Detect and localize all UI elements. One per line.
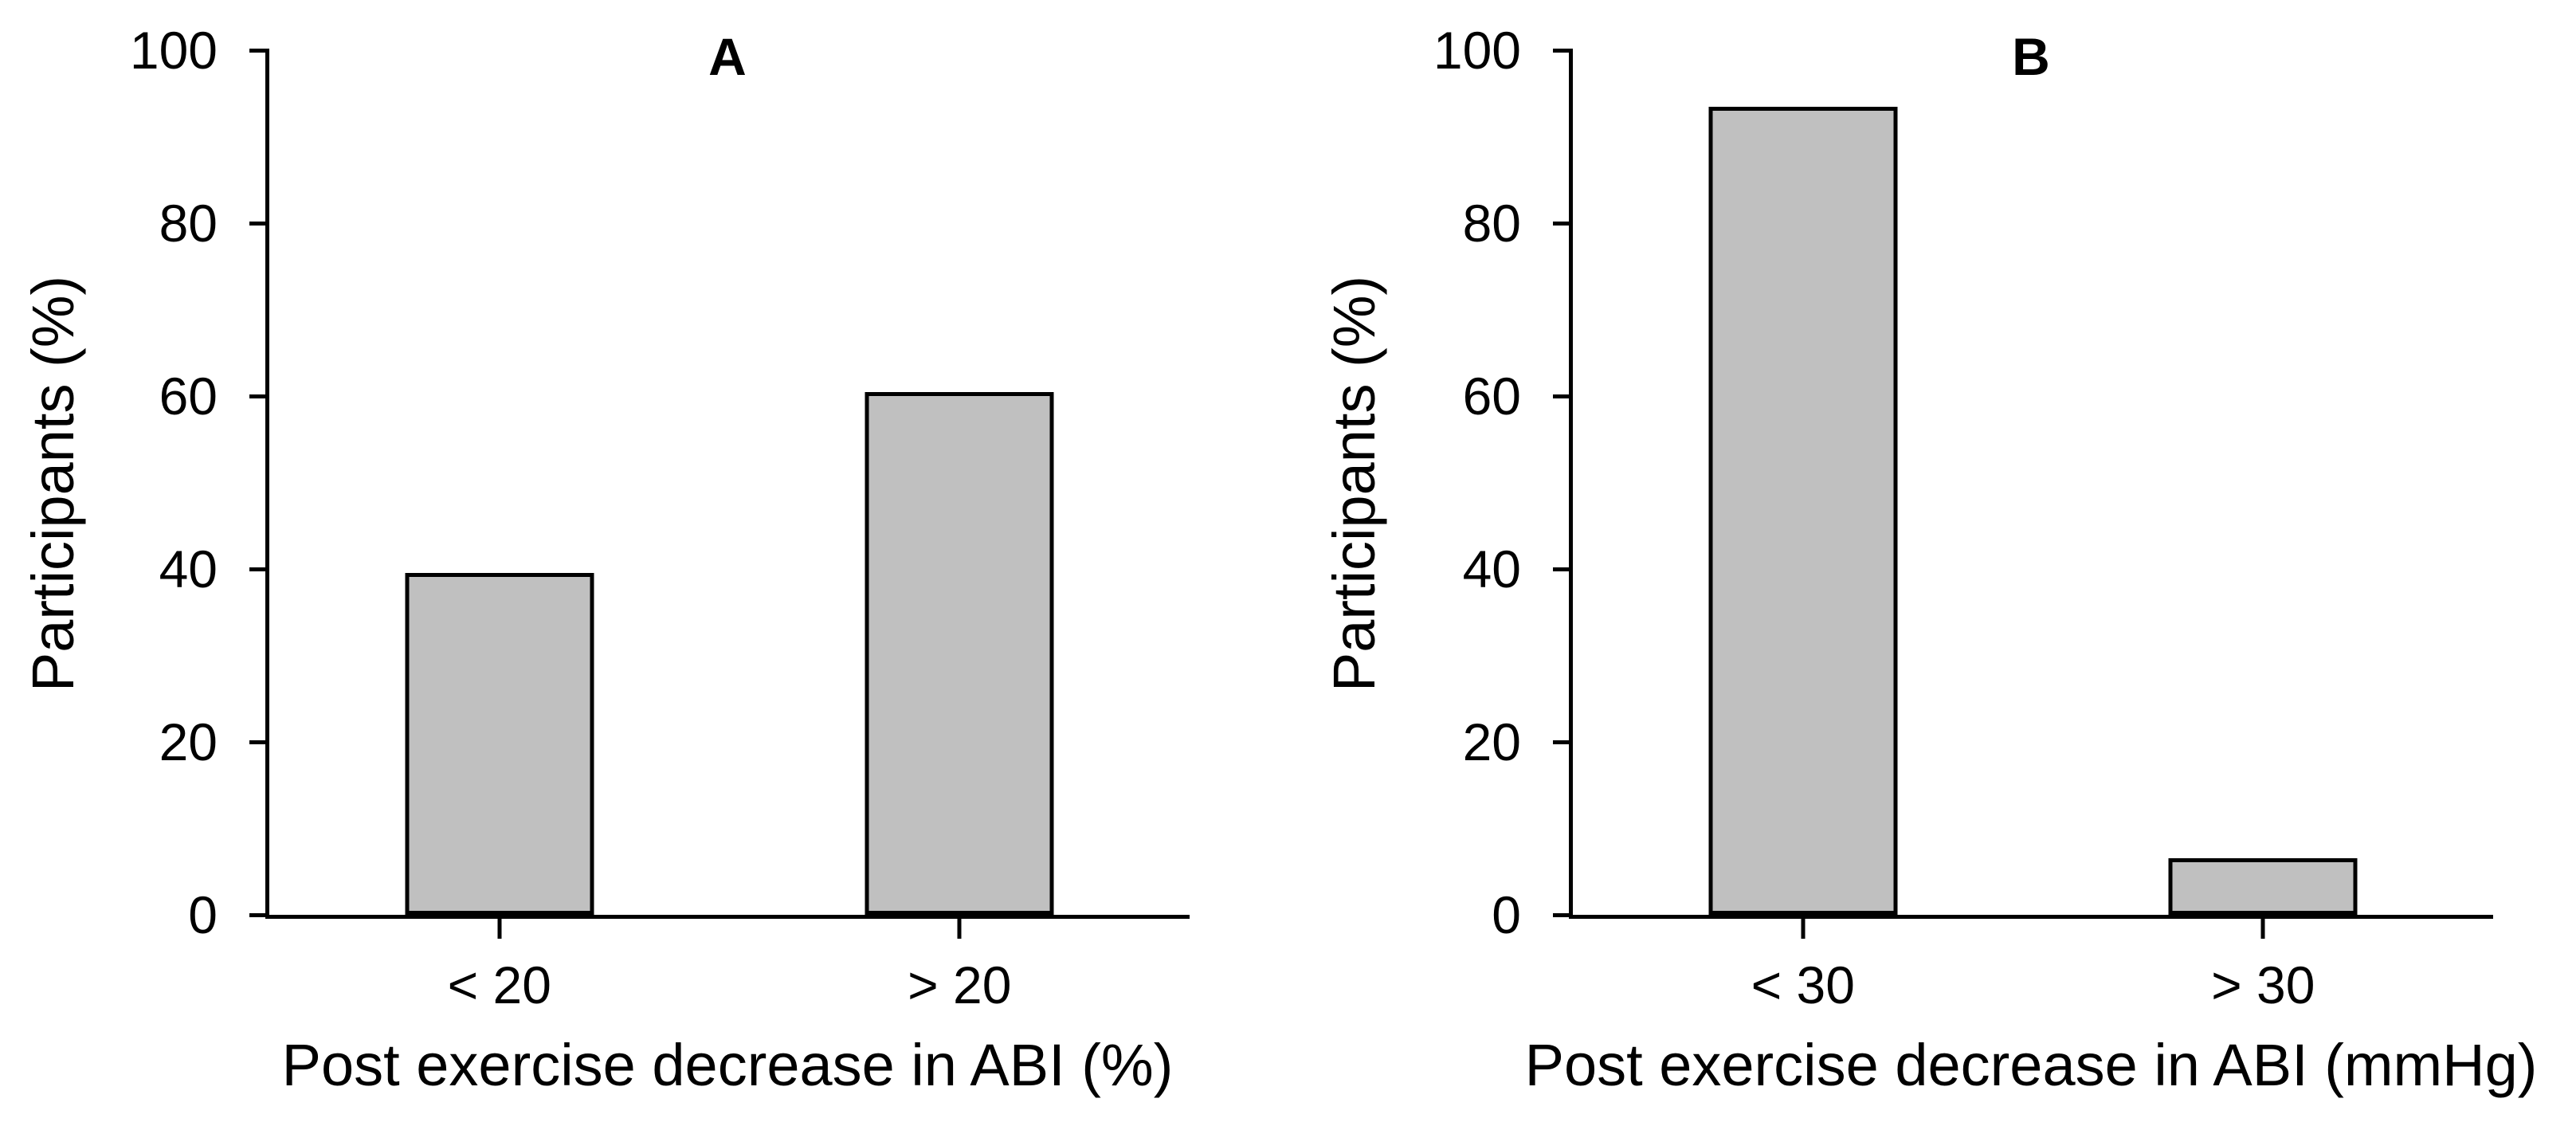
x-axis-title: Post exercise decrease in ABI (mmHg) (1524, 1032, 2538, 1098)
y-tick-label: 100 (1433, 21, 1521, 80)
y-tick-label: 60 (1462, 367, 1521, 426)
x-tick (957, 915, 962, 939)
y-tick-label: 100 (129, 21, 218, 80)
y-tick (1553, 222, 1573, 226)
bar->30 (2168, 858, 2358, 915)
x-tick-label: > 20 (908, 955, 1012, 1014)
bar->20 (865, 391, 1054, 915)
y-tick (1553, 913, 1573, 917)
panel-letter-b: B (2012, 27, 2050, 86)
y-tick (1553, 394, 1573, 398)
y-tick (1553, 49, 1573, 53)
y-axis-title: Participants (%) (1321, 275, 1387, 692)
y-tick (249, 567, 269, 571)
y-tick (249, 740, 269, 744)
x-tick (1801, 915, 1806, 939)
panel-letter-a: A (708, 27, 747, 86)
y-tick-label: 80 (159, 194, 218, 253)
plot-area: 0 20 40 60 80 100 < 20 > 20 (130, 24, 1190, 1011)
y-tick (1553, 567, 1573, 571)
y-tick-label: 40 (159, 539, 218, 598)
y-tick (1553, 740, 1573, 744)
x-tick (2260, 915, 2265, 939)
x-tick (497, 915, 502, 939)
x-axis-title: Post exercise decrease in ABI (%) (281, 1032, 1174, 1098)
plot-area: 0 20 40 60 80 100 < 30 > 30 (1433, 24, 2493, 1011)
bar-<30 (1708, 106, 1898, 915)
y-tick-label: 80 (1462, 194, 1521, 253)
x-tick-label: > 30 (2211, 955, 2315, 1014)
y-tick-label: 20 (1462, 712, 1521, 771)
y-tick-label: 0 (188, 885, 218, 944)
x-tick-label: < 30 (1751, 955, 1855, 1014)
y-tick (249, 49, 269, 53)
x-tick-label: < 20 (447, 955, 551, 1014)
y-tick (249, 394, 269, 398)
y-tick-label: 0 (1492, 885, 1521, 944)
bar-<20 (405, 573, 594, 915)
y-tick-label: 60 (159, 367, 218, 426)
y-tick (249, 222, 269, 226)
y-tick-label: 40 (1462, 539, 1521, 598)
y-tick-label: 20 (159, 712, 218, 771)
y-tick (249, 913, 269, 917)
